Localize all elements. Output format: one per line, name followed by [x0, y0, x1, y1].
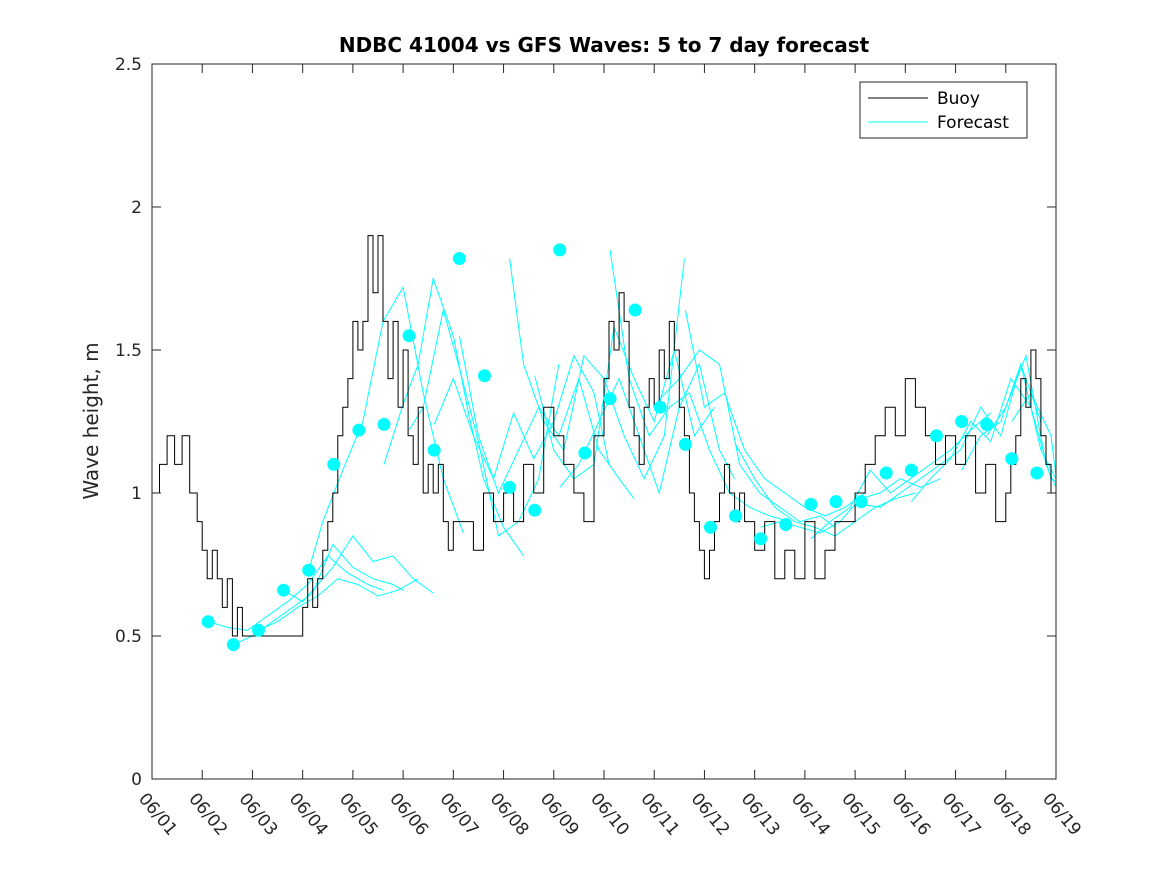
forecast-marker: [226, 638, 240, 652]
forecast-marker: [427, 443, 441, 457]
forecast-marker: [779, 518, 793, 531]
forecast-marker: [879, 466, 893, 480]
forecast-run-line: [509, 258, 685, 480]
forecast-marker: [252, 623, 265, 637]
y-tick-label: 1: [131, 484, 142, 504]
forecast-marker: [804, 497, 818, 511]
forecast-run-line: [684, 309, 866, 517]
y-tick-label: 0: [131, 770, 142, 790]
forecast-marker: [930, 429, 943, 443]
forecast-marker: [578, 446, 592, 460]
y-tick-label: 2: [131, 198, 142, 218]
forecast-marker: [603, 392, 617, 406]
forecast-marker: [904, 463, 918, 477]
forecast-marker: [829, 495, 843, 509]
forecast-run-line: [408, 309, 560, 537]
forecast-marker: [553, 243, 567, 257]
forecast-marker: [302, 563, 316, 577]
marker-layer: [201, 243, 1044, 652]
forecast-marker: [955, 415, 969, 428]
forecast-run-line: [659, 349, 836, 528]
forecast-marker: [980, 417, 994, 431]
forecast-marker: [277, 583, 291, 597]
legend-label-forecast: Forecast: [937, 113, 1009, 133]
forecast-marker: [653, 400, 667, 414]
forecast-marker: [1030, 466, 1044, 480]
forecast-marker: [854, 495, 868, 509]
forecast-run-line: [609, 249, 790, 523]
forecast-run-line: [258, 578, 419, 631]
buoy-line: [152, 235, 1057, 637]
forecast-marker: [352, 423, 366, 437]
legend-box: [859, 81, 1028, 139]
y-tick-label: 0.5: [115, 627, 142, 647]
forecast-run-line: [559, 362, 736, 495]
forecast-marker: [628, 303, 642, 317]
forecast-marker: [503, 480, 517, 494]
forecast-run-line: [735, 444, 916, 537]
forecast-marker: [729, 509, 743, 523]
legend: Buoy Forecast: [859, 81, 1028, 139]
forecast-run-line: [986, 353, 1057, 488]
y-axis-label: Wave height, m: [79, 342, 103, 499]
forecast-marker: [402, 329, 416, 343]
forecast-marker: [754, 532, 768, 546]
y-tick-label: 1.5: [115, 341, 142, 361]
forecast-marker: [478, 369, 491, 383]
forecast-marker: [678, 437, 692, 451]
forecast-marker: [528, 503, 542, 517]
forecast-run-line: [458, 335, 635, 500]
forecast-marker: [201, 615, 215, 629]
chart-title: NDBC 41004 vs GFS Waves: 5 to 7 day fore…: [339, 33, 870, 57]
buoy-layer: [152, 235, 1057, 637]
forecast-marker: [327, 457, 341, 471]
forecast-run-line: [961, 362, 1057, 479]
y-tick-label: 2.5: [115, 55, 142, 75]
legend-label-buoy: Buoy: [937, 89, 980, 109]
forecast-run-line: [433, 354, 610, 481]
forecast-marker: [452, 252, 466, 265]
forecast-marker: [1005, 452, 1019, 466]
forecast-marker: [704, 520, 717, 534]
forecast-marker: [377, 417, 391, 431]
forecast-run-line: [861, 362, 1042, 508]
